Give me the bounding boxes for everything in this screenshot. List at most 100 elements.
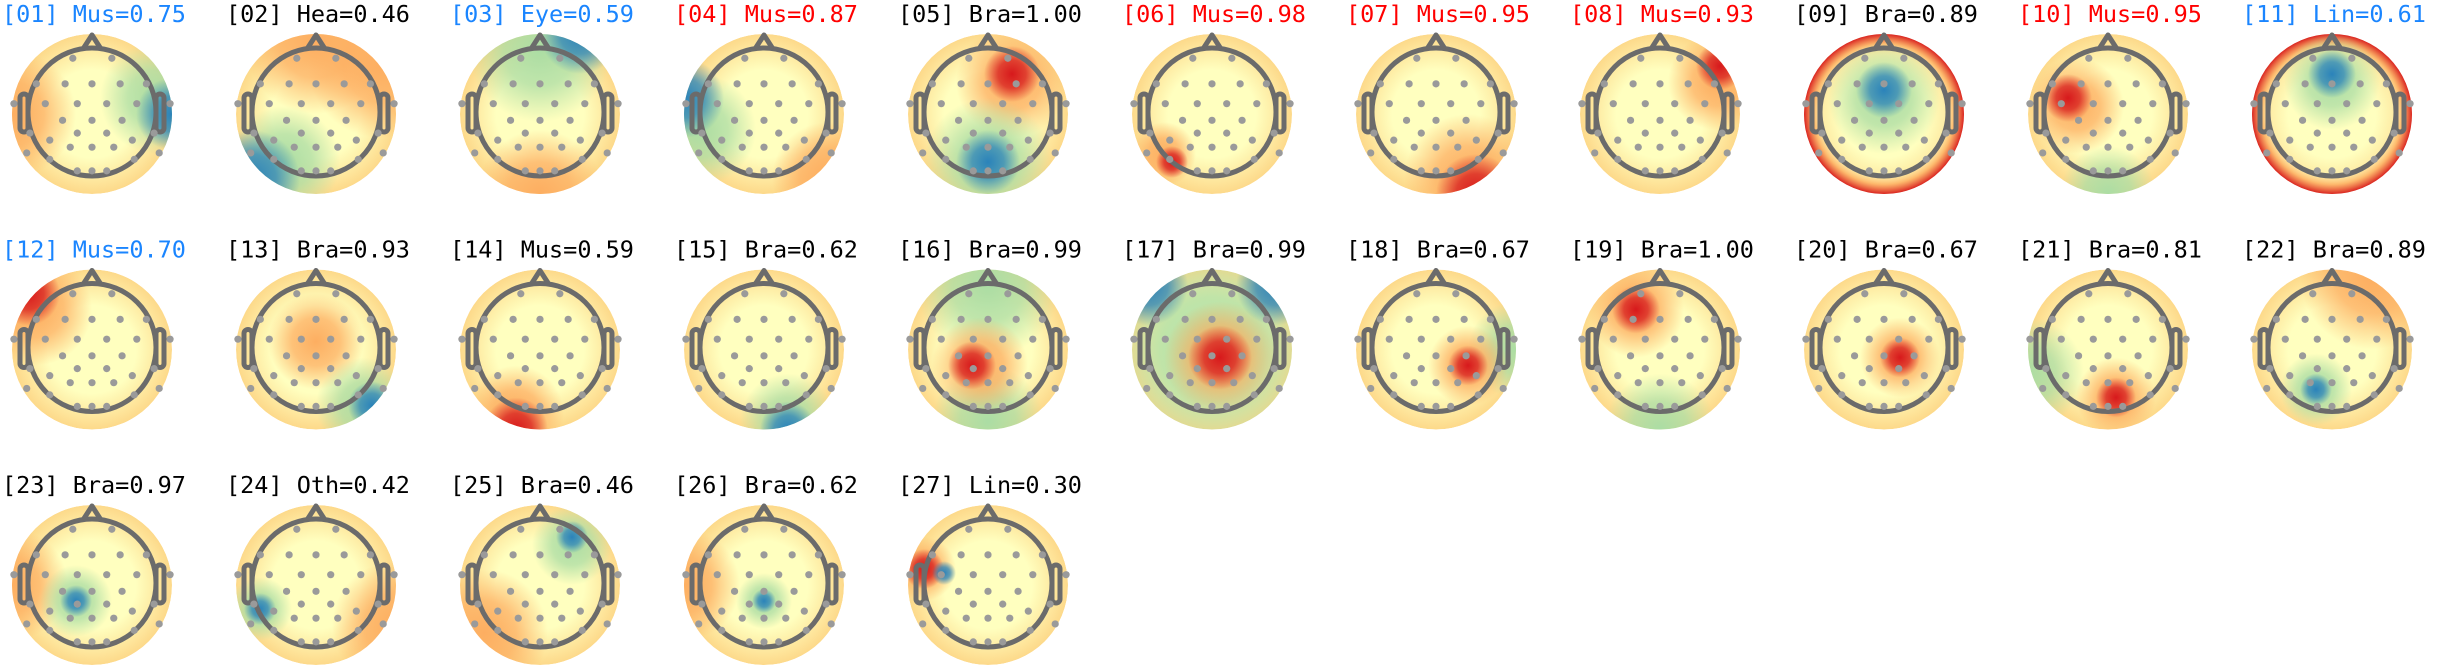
electrode-dot	[614, 100, 622, 108]
electrode-dot	[2149, 100, 2157, 108]
electrode-dot	[1230, 379, 1238, 387]
electrode-dot	[2089, 335, 2097, 343]
electrode-dot	[2281, 100, 2289, 108]
electrode-dot	[1447, 402, 1455, 410]
electrode-dot	[969, 100, 977, 108]
electrode-dot	[2089, 129, 2097, 137]
electrode-dot	[598, 600, 606, 608]
electrode-dot	[2026, 100, 2034, 108]
electrode-dot	[88, 551, 96, 559]
electrode-dot	[827, 620, 835, 628]
electrode-dot	[551, 571, 559, 579]
topomap-13: [13] Bra=0.93	[226, 236, 410, 430]
electrode-dot	[23, 384, 31, 393]
electrode-dot	[521, 402, 529, 410]
electrode-dot	[26, 365, 34, 373]
electrode-dot	[2313, 402, 2321, 410]
electrode-dot	[290, 379, 298, 387]
electrodes	[2026, 290, 2190, 410]
electrode-dot	[1024, 372, 1032, 380]
electrode-dot	[775, 100, 783, 108]
electrode-dot	[1004, 54, 1012, 62]
electrode-dot	[46, 626, 54, 634]
electrode-dot	[1684, 80, 1692, 88]
electrode-dot	[1656, 167, 1664, 175]
electrode-dot	[458, 100, 466, 108]
electrode-dot	[390, 571, 398, 579]
electrode-dot	[1012, 551, 1020, 559]
electrode-dot	[1934, 80, 1942, 88]
electrode-dot	[814, 80, 823, 88]
electrode-dot	[775, 167, 783, 175]
electrode-dot	[494, 391, 502, 399]
electrode-dot	[366, 551, 374, 559]
electrode-dot	[1958, 335, 1966, 343]
electrode-dot	[566, 116, 574, 124]
electrodes	[1578, 290, 1742, 410]
electrode-dot	[1462, 116, 1470, 124]
electrode-dot	[969, 335, 977, 343]
electrode-dot	[41, 100, 49, 108]
electrode-dot	[1432, 315, 1440, 323]
electrode-dot	[2082, 143, 2090, 151]
electrode-dot	[1865, 129, 1873, 137]
activation-blob	[2028, 317, 2084, 430]
electrode-dot	[1880, 143, 1888, 151]
electrode-dot	[906, 100, 914, 108]
electrode-dot	[1641, 402, 1649, 410]
electrode-dot	[937, 100, 945, 108]
electrode-dot	[928, 551, 936, 559]
electrode-dot	[969, 167, 977, 175]
electrode-dot	[760, 116, 768, 124]
activation-blob	[684, 529, 740, 641]
electrode-dot	[1405, 315, 1413, 323]
electrode-dot	[1223, 129, 1231, 137]
electrode-dot	[1802, 335, 1810, 343]
electrode-dot	[2328, 402, 2336, 410]
electrode-dot	[1223, 402, 1231, 410]
electrode-dot	[340, 80, 348, 88]
electrode-dot	[312, 551, 320, 559]
electrode-dot	[2089, 100, 2097, 108]
electrode-dot	[2062, 136, 2070, 144]
component-label: [11] Lin=0.61	[2242, 0, 2426, 28]
component-label: [22] Bra=0.89	[2242, 236, 2426, 264]
scalp-map	[2028, 269, 2188, 430]
electrode-dot	[2313, 167, 2321, 175]
electrode-dot	[69, 54, 77, 62]
electrode-dot	[713, 335, 721, 343]
electrode-dot	[1880, 80, 1888, 88]
electrode-dot	[999, 100, 1007, 108]
electrodes	[906, 54, 1070, 175]
electrode-dot	[698, 365, 706, 373]
topomap-14: [14] Mus=0.59	[450, 236, 634, 430]
electrode-dot	[1130, 100, 1138, 108]
electrode-dot	[2119, 129, 2127, 137]
electrode-dot	[1474, 391, 1482, 399]
electrode-dot	[1354, 335, 1362, 343]
electrode-dot	[2348, 54, 2356, 62]
electrode-dot	[1051, 384, 1059, 393]
electrode-dot	[590, 315, 599, 323]
electrode-dot	[2266, 365, 2274, 373]
electrode-dot	[564, 551, 572, 559]
electrode-dot	[1671, 335, 1679, 343]
electrode-dot	[133, 100, 141, 108]
electrode-dot	[128, 136, 136, 144]
component-label: [15] Bra=0.62	[674, 236, 858, 264]
electrode-dot	[1228, 54, 1236, 62]
component-label: [13] Bra=0.93	[226, 236, 410, 264]
electrode-dot	[352, 372, 360, 380]
electrode-dot	[142, 80, 150, 88]
electrode-dot	[745, 100, 753, 108]
electrode-dot	[1193, 402, 1201, 410]
electrode-dot	[1208, 167, 1216, 175]
electrode-dot	[332, 525, 340, 533]
electrode-dot	[760, 80, 768, 88]
electrode-dot	[312, 315, 320, 323]
electrode-dot	[1370, 129, 1378, 137]
electrode-dot	[116, 80, 124, 88]
scalp-map	[236, 269, 396, 430]
component-label: [04] Mus=0.87	[674, 0, 858, 28]
electrode-dot	[2062, 391, 2070, 399]
